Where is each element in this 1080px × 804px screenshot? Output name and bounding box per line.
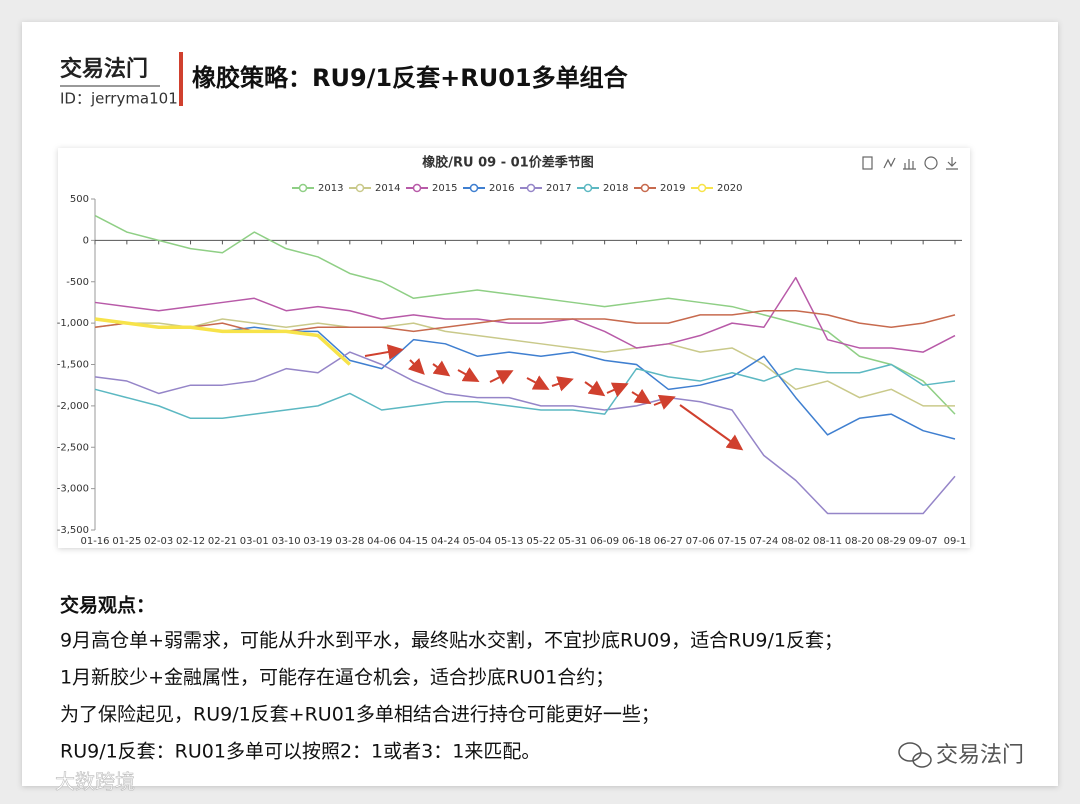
x-tick-label: 04-15 <box>399 536 428 547</box>
tool-icon[interactable] <box>883 157 896 169</box>
y-tick-label: -1,500 <box>57 360 89 371</box>
x-tick-label: 05-04 <box>463 536 492 547</box>
legend-marker <box>640 183 650 193</box>
x-tick-label: 02-21 <box>208 536 237 547</box>
x-tick-label: 07-24 <box>749 536 778 547</box>
legend-label: 2013 <box>318 183 343 194</box>
y-tick-label: -3,500 <box>57 525 89 536</box>
body-text: 9月高仓单+弱需求，可能从升水到平水，最终贴水交割，不宜抄底RU09，适合RU9… <box>60 630 843 763</box>
tool-icon[interactable] <box>924 156 938 170</box>
x-tick-label: 02-03 <box>144 536 173 547</box>
legend-label: 2014 <box>375 183 400 194</box>
body-line: 9月高仓单+弱需求，可能从升水到平水，最终贴水交割，不宜抄底RU09，适合RU9… <box>60 630 843 652</box>
legend-marker <box>583 183 593 193</box>
legend-label: 2019 <box>660 183 685 194</box>
y-tick-label: -2,500 <box>57 442 89 453</box>
legend-marker <box>526 183 536 193</box>
legend-label: 2018 <box>603 183 628 194</box>
chart: 500 0 -500 -1,000 -1,500 -2,000 -2,500 -3,000 -3… <box>57 183 967 547</box>
x-tick-label: 03-28 <box>335 536 364 547</box>
tool-icon[interactable] <box>946 157 958 170</box>
series-line <box>94 214 956 415</box>
x-tick-label: 03-10 <box>272 536 301 547</box>
x-tick-label: 05-31 <box>558 536 587 547</box>
annotation-arrows <box>364 344 744 451</box>
toolbox <box>862 156 958 170</box>
legend-marker <box>469 183 479 193</box>
chart-box <box>58 148 970 548</box>
slide-title: 橡胶策略：RU9/1反套+RU01多单组合 <box>192 64 629 92</box>
legend-marker <box>697 183 707 193</box>
x-tick-label: 03-01 <box>240 536 269 547</box>
chart-title: 橡胶/RU 09 - 01价差季节图 <box>422 155 593 171</box>
x-tick-label: 01-25 <box>112 536 141 547</box>
tool-icon[interactable] <box>862 156 873 170</box>
x-tick-label: 05-22 <box>526 536 555 547</box>
y-tick-label: 500 <box>70 194 89 205</box>
legend-marker <box>298 183 308 193</box>
x-tick-label: 03-19 <box>303 536 332 547</box>
x-tick-label: 09-1 <box>944 536 967 547</box>
x-tick-label: 08-11 <box>813 536 842 547</box>
legend-label: 2015 <box>432 183 457 194</box>
body-line: 为了保险起见，RU9/1反套+RU01多单相结合进行持仓可能更好一些； <box>60 704 660 726</box>
x-tick-label: 04-24 <box>431 536 460 547</box>
series-line <box>94 351 956 515</box>
legend-label: 2020 <box>717 183 742 194</box>
x-tick-label: 08-29 <box>877 536 906 547</box>
y-tick-label: -500 <box>66 277 89 288</box>
body-line: 1月新胶少+金融属性，可能存在逼仓机会，适合抄底RU01合约； <box>60 667 614 689</box>
x-tick-label: 08-02 <box>781 536 810 547</box>
x-tick-label: 01-16 <box>80 536 109 547</box>
brand-id: ID：jerryma101 <box>60 90 178 108</box>
x-tick-label: 06-27 <box>654 536 683 547</box>
series-line <box>94 309 956 333</box>
y-tick-label: -3,000 <box>57 484 89 495</box>
x-tick-label: 06-09 <box>590 536 619 547</box>
x-tick-label: 07-06 <box>686 536 715 547</box>
x-tick-label: 09-07 <box>909 536 938 547</box>
legend-label: 2016 <box>489 183 514 194</box>
x-tick-label: 02-12 <box>176 536 205 547</box>
x-tick-label: 07-15 <box>718 536 747 547</box>
series-line <box>94 363 956 420</box>
brand: 交易法门 <box>60 56 148 82</box>
series-line <box>94 318 955 407</box>
wechat-icon <box>898 742 932 768</box>
body-heading: 交易观点： <box>60 594 155 617</box>
x-tick-label: 05-13 <box>495 536 524 547</box>
tool-icon[interactable] <box>903 159 916 170</box>
y-tick-label: -2,000 <box>57 401 89 412</box>
legend-marker <box>412 183 422 193</box>
legend-label: 2017 <box>546 183 571 194</box>
y-tick-label: 0 <box>83 235 89 246</box>
series-line <box>94 318 956 440</box>
x-tick-label: 08-20 <box>845 536 874 547</box>
legend-marker <box>355 183 365 193</box>
y-tick-label: -1,000 <box>57 318 89 329</box>
body-line: RU9/1反套：RU01多单可以按照2：1或者3：1来匹配。 <box>60 741 540 763</box>
watermark-left: 大数跨境 <box>55 770 135 794</box>
series-line <box>94 276 956 353</box>
accent-bar <box>179 52 183 106</box>
x-tick-label: 04-06 <box>367 536 396 547</box>
series-line <box>94 317 351 366</box>
x-tick-label: 06-18 <box>622 536 651 547</box>
watermark-right: 交易法门 <box>936 743 1024 768</box>
